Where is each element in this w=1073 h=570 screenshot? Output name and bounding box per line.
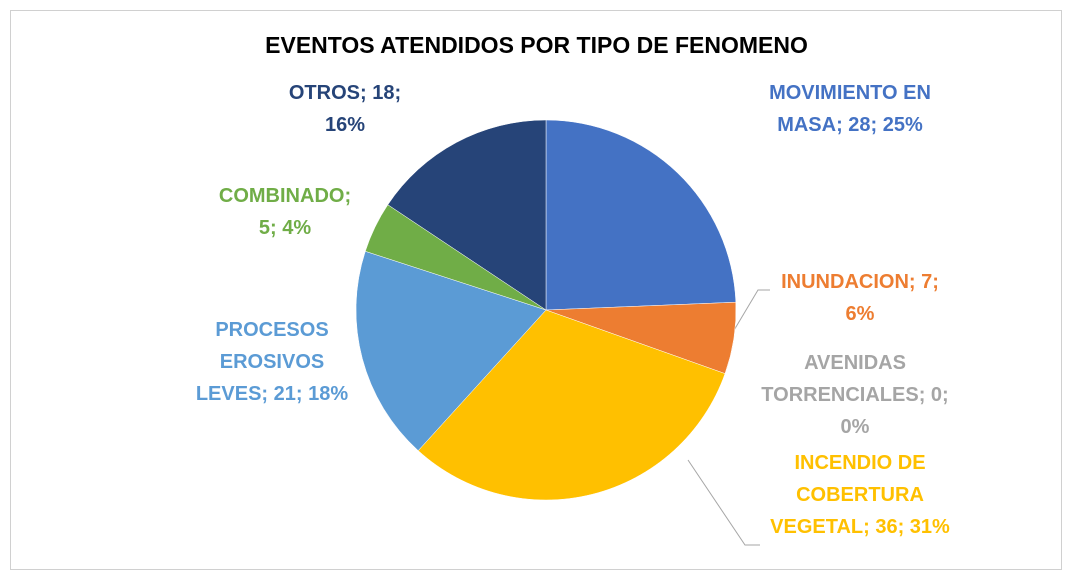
data-label: OTROS; 18; 16% bbox=[288, 82, 402, 136]
page: EVENTOS ATENDIDOS POR TIPO DE FENOMENO (… bbox=[10, 10, 1062, 570]
leader-line bbox=[687, 459, 760, 546]
leader-line bbox=[726, 289, 770, 343]
data-label: COMBINADO; 5; 4% bbox=[218, 185, 352, 239]
chart bbox=[355, 119, 770, 546]
data-label: INUNDACION; 7; 6% bbox=[781, 271, 939, 325]
pie-slice bbox=[545, 119, 737, 311]
data-label: AVENIDAS TORRENCIALES; 0; 0% bbox=[761, 352, 949, 438]
data-label: INCENDIO DE COBERTURA VEGETAL; 36; 31% bbox=[770, 452, 950, 538]
pie-slice bbox=[417, 309, 726, 501]
data-label: MOVIMIENTO EN MASA; 28; 25% bbox=[769, 82, 931, 136]
pie-slice bbox=[387, 119, 547, 311]
data-label: PROCESOS EROSIVOS LEVES; 21; 18% bbox=[195, 319, 349, 405]
chart-title: EVENTOS ATENDIDOS POR TIPO DE FENOMENO bbox=[265, 32, 808, 58]
pie-slice bbox=[355, 250, 547, 451]
